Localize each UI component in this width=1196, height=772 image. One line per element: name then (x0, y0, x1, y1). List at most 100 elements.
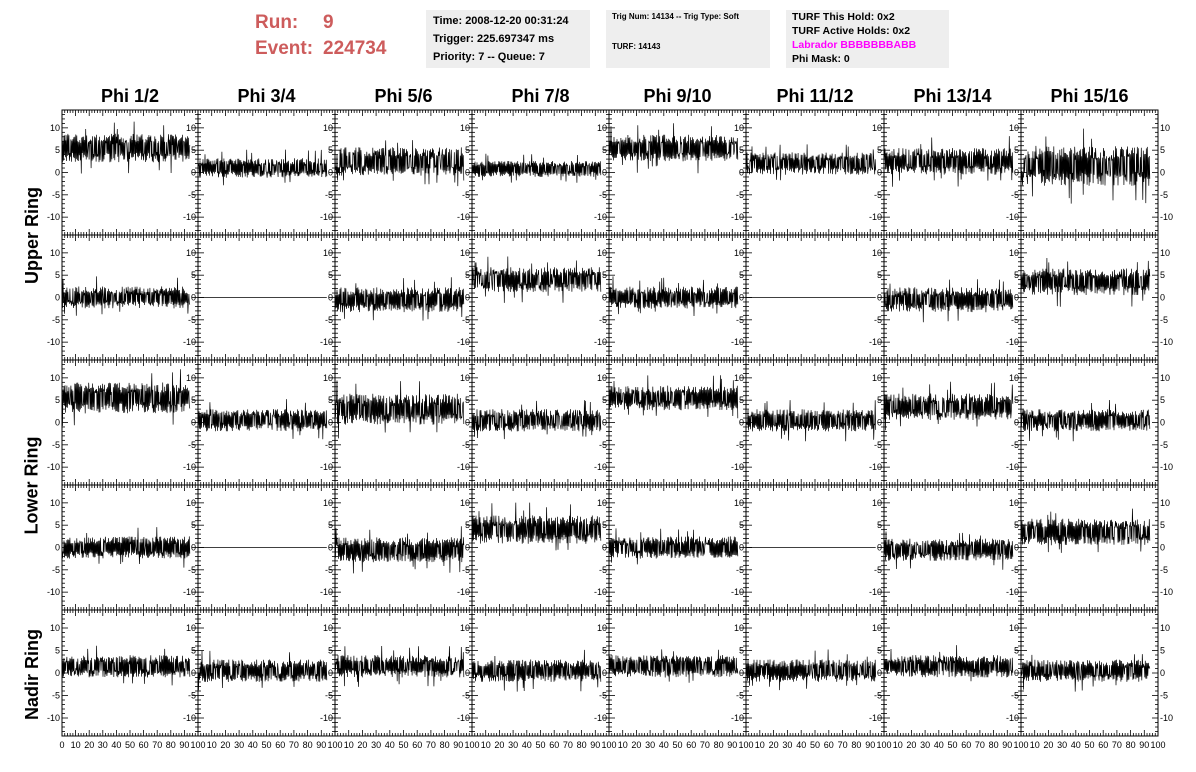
y-tick-label: -5 (599, 440, 607, 450)
y-tick-label: -5 (52, 565, 60, 575)
y-tick-label: 0 (191, 543, 196, 553)
y-tick-label: -5 (736, 315, 744, 325)
waveform-trace (334, 140, 465, 187)
panel-r0-c3: -10 -5 0 5 10 (457, 109, 610, 236)
waveform-trace (197, 149, 328, 186)
y-tick-label: 5 (328, 520, 333, 530)
panel-r1-c0: -10 -5 0 5 10 (47, 234, 199, 361)
panel-r0-c4: -10 -5 0 5 10 (594, 109, 747, 236)
y-tick-label: 0 (1160, 293, 1165, 303)
y-tick-label: -5 (1011, 315, 1019, 325)
y-tick-label: 0 (55, 293, 60, 303)
y-tick-label: -10 (731, 462, 744, 472)
y-tick-label: 10 (597, 123, 607, 133)
y-tick-label: 0 (739, 293, 744, 303)
y-tick-label: -5 (462, 315, 470, 325)
y-tick-label: -10 (183, 337, 196, 347)
time-line: Time: 2008-12-20 00:31:24 (433, 15, 569, 27)
y-tick-label: -5 (1160, 440, 1168, 450)
y-tick-label: -5 (599, 190, 607, 200)
y-tick-label: 5 (739, 395, 744, 405)
y-tick-label: -10 (731, 337, 744, 347)
y-tick-label: -5 (736, 190, 744, 200)
y-tick-label: -10 (1006, 462, 1019, 472)
y-tick-label: 10 (186, 248, 196, 258)
y-tick-label: -10 (457, 587, 470, 597)
y-tick-label: -10 (594, 462, 607, 472)
y-tick-label: 5 (191, 145, 196, 155)
y-tick-label: 10 (323, 498, 333, 508)
y-tick-label: -10 (183, 212, 196, 222)
y-tick-label: 5 (465, 145, 470, 155)
y-tick-label: 5 (739, 270, 744, 280)
y-tick-label: 0 (1014, 293, 1019, 303)
waveform-trace (1020, 128, 1151, 204)
y-tick-label: 10 (1009, 123, 1019, 133)
y-tick-label: 10 (1009, 248, 1019, 258)
y-tick-label: -5 (599, 315, 607, 325)
panel-frame (1020, 234, 1159, 361)
waveform-trace (61, 121, 191, 174)
y-tick-label: -5 (325, 315, 333, 325)
y-tick-label: 0 (1160, 168, 1165, 178)
y-tick-label: -5 (52, 315, 60, 325)
y-tick-label: 5 (465, 270, 470, 280)
y-tick-label: 5 (602, 520, 607, 530)
y-tick-label: -10 (1006, 337, 1019, 347)
run-value: 9 (323, 12, 334, 33)
panel-r2-c6: -10 -5 0 5 10 (869, 359, 1022, 486)
y-tick-label: -5 (1160, 190, 1168, 200)
y-tick-label: 0 (1160, 418, 1165, 428)
y-tick-label: 10 (1160, 123, 1170, 133)
y-tick-label: 10 (50, 123, 60, 133)
waveform-trace (471, 400, 602, 440)
y-tick-label: -10 (320, 462, 333, 472)
y-tick-label: 5 (877, 270, 882, 280)
panel-r0-c1: -10 -5 0 5 10 (183, 109, 336, 236)
priority-line: Priority: 7 -- Queue: 7 (433, 51, 545, 63)
y-tick-label: -10 (869, 212, 882, 222)
y-tick-label: 0 (602, 543, 607, 553)
panel-frame (61, 359, 199, 486)
y-tick-label: -5 (188, 190, 196, 200)
y-tick-label: 10 (323, 373, 333, 383)
waveform-trace (334, 380, 465, 439)
waveform-trace (61, 369, 191, 426)
y-tick-label: -10 (731, 212, 744, 222)
column-header-phi-13-14: Phi 13/14 (913, 86, 992, 106)
panel-r1-c2: -10 -5 0 5 10 (320, 234, 473, 361)
y-tick-label: 0 (328, 168, 333, 178)
y-tick-label: 5 (602, 145, 607, 155)
y-tick-label: 5 (191, 520, 196, 530)
panel-r1-c1: -10 -5 0 5 10 (183, 234, 336, 361)
waveform-trace (608, 528, 739, 565)
y-tick-label: 0 (191, 168, 196, 178)
panel-r0-c2: -10 -5 0 5 10 (320, 109, 473, 236)
y-tick-label: 10 (460, 373, 470, 383)
waveform-trace (197, 399, 328, 440)
turf-info-box: TURF This Hold: 0x2 TURF Active Holds: 0… (786, 10, 949, 68)
y-tick-label: -10 (47, 212, 60, 222)
y-tick-label: 0 (191, 293, 196, 303)
y-tick-label: -10 (47, 587, 60, 597)
y-tick-label: -10 (320, 587, 333, 597)
y-tick-label: 5 (1014, 145, 1019, 155)
y-tick-label: 10 (734, 373, 744, 383)
panel-frame (471, 234, 610, 361)
phi-mask-line: Phi Mask: 0 (792, 53, 850, 65)
labrador-line: Labrador BBBBBBBABB (792, 39, 917, 51)
y-tick-label: -5 (462, 565, 470, 575)
run-event-title: Run: 9 Event: 224734 (255, 10, 386, 62)
y-tick-label: 0 (191, 418, 196, 428)
y-tick-label: -10 (320, 212, 333, 222)
y-tick-label: 10 (460, 498, 470, 508)
turf-hold-line: TURF This Hold: 0x2 (792, 11, 895, 23)
y-tick-label: 0 (602, 418, 607, 428)
panel-r1-c3: -10 -5 0 5 10 (457, 234, 610, 361)
y-tick-label: 5 (191, 395, 196, 405)
y-tick-label: 0 (877, 293, 882, 303)
y-tick-label: 5 (877, 145, 882, 155)
y-tick-label: 5 (739, 145, 744, 155)
y-tick-label: 10 (323, 123, 333, 133)
y-tick-label: -10 (183, 462, 196, 472)
